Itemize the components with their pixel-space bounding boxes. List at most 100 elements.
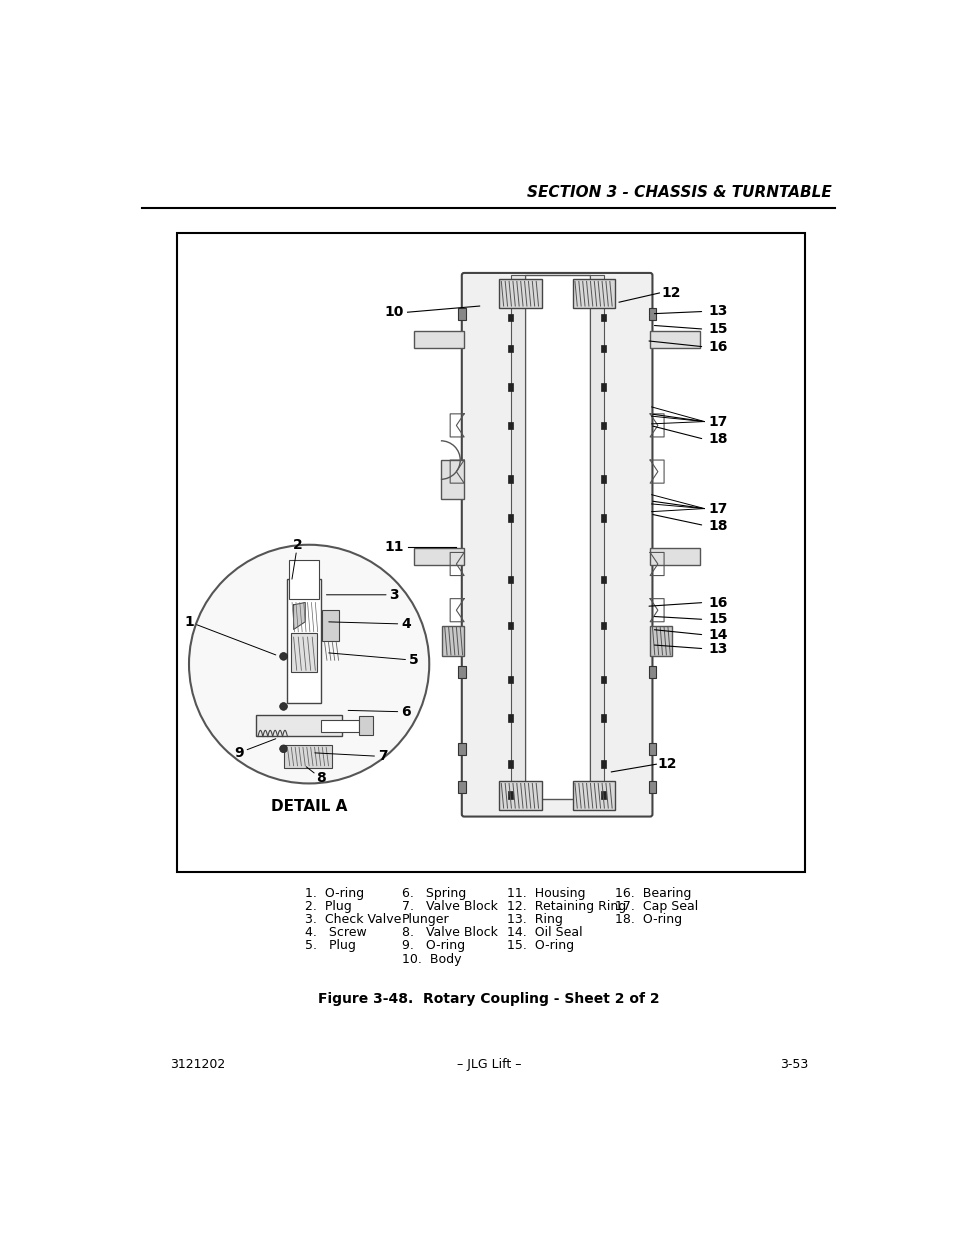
Bar: [283, 745, 332, 768]
Polygon shape: [294, 603, 305, 630]
Text: 17: 17: [707, 415, 727, 429]
Bar: [508, 421, 513, 430]
Text: 12: 12: [658, 757, 677, 771]
Bar: [524, 275, 589, 799]
Text: 18.  O-ring: 18. O-ring: [615, 913, 681, 926]
Text: 6: 6: [401, 705, 411, 719]
Text: 14.  Oil Seal: 14. Oil Seal: [506, 926, 581, 940]
Bar: [508, 792, 513, 799]
Bar: [442, 626, 464, 656]
Bar: [600, 761, 605, 768]
Text: 13.  Ring: 13. Ring: [506, 913, 562, 926]
Text: 16.  Bearing: 16. Bearing: [615, 887, 691, 900]
Bar: [600, 621, 605, 630]
Bar: [457, 742, 465, 755]
Bar: [508, 714, 513, 721]
Bar: [648, 666, 656, 678]
Bar: [510, 275, 524, 799]
Circle shape: [279, 652, 287, 661]
Text: 17: 17: [707, 501, 727, 515]
Text: 6.   Spring: 6. Spring: [402, 887, 466, 900]
Circle shape: [279, 703, 287, 710]
Bar: [289, 561, 319, 599]
Text: 15.  O-ring: 15. O-ring: [506, 940, 574, 952]
Text: 2.  Plug: 2. Plug: [305, 900, 352, 913]
Text: 1: 1: [184, 615, 193, 629]
Bar: [414, 548, 464, 564]
Bar: [359, 716, 373, 735]
Bar: [498, 782, 541, 810]
Bar: [508, 383, 513, 390]
Bar: [508, 576, 513, 583]
Bar: [600, 383, 605, 390]
Text: 13: 13: [707, 305, 727, 319]
Bar: [600, 345, 605, 352]
Bar: [649, 548, 700, 564]
Text: 16: 16: [707, 340, 727, 354]
Text: Figure 3-48.  Rotary Coupling - Sheet 2 of 2: Figure 3-48. Rotary Coupling - Sheet 2 o…: [317, 992, 659, 1007]
Bar: [508, 621, 513, 630]
Bar: [508, 514, 513, 521]
Text: 18: 18: [707, 519, 727, 532]
Text: 8: 8: [315, 771, 325, 785]
Bar: [649, 626, 671, 656]
Bar: [589, 275, 603, 799]
Text: 15: 15: [707, 613, 727, 626]
Text: SECTION 3 - CHASSIS & TURNTABLE: SECTION 3 - CHASSIS & TURNTABLE: [527, 185, 831, 200]
Text: – JLG Lift –: – JLG Lift –: [456, 1058, 520, 1071]
Bar: [648, 782, 656, 793]
Text: 7: 7: [377, 750, 387, 763]
Text: 8.   Valve Block: 8. Valve Block: [402, 926, 497, 940]
Bar: [256, 715, 341, 736]
Bar: [648, 308, 656, 320]
Bar: [508, 345, 513, 352]
Bar: [600, 421, 605, 430]
Text: 11.  Housing: 11. Housing: [506, 887, 584, 900]
Bar: [508, 761, 513, 768]
Text: 2: 2: [293, 537, 302, 552]
Text: 3: 3: [389, 588, 398, 601]
Text: 11: 11: [384, 540, 403, 555]
Bar: [508, 314, 513, 321]
Bar: [320, 720, 359, 732]
Text: 13: 13: [707, 642, 727, 656]
Circle shape: [189, 545, 429, 783]
Bar: [508, 475, 513, 483]
Text: 4: 4: [400, 618, 411, 631]
Bar: [291, 634, 316, 672]
FancyBboxPatch shape: [461, 273, 652, 816]
Text: 3121202: 3121202: [170, 1058, 225, 1071]
Text: 12.  Retaining Ring: 12. Retaining Ring: [506, 900, 625, 913]
Text: 1.  O-ring: 1. O-ring: [305, 887, 364, 900]
Bar: [498, 279, 541, 309]
Bar: [600, 475, 605, 483]
Bar: [600, 314, 605, 321]
Bar: [572, 782, 615, 810]
Bar: [440, 461, 464, 499]
Text: 15: 15: [707, 322, 727, 336]
Text: 9.   O-ring: 9. O-ring: [402, 940, 465, 952]
Bar: [177, 233, 804, 872]
Text: 5: 5: [409, 653, 418, 667]
Text: 14: 14: [707, 627, 727, 642]
Bar: [287, 579, 320, 703]
Bar: [457, 666, 465, 678]
Text: 4.   Screw: 4. Screw: [305, 926, 367, 940]
Text: 9: 9: [234, 746, 244, 760]
Bar: [508, 676, 513, 683]
Circle shape: [279, 745, 287, 752]
Bar: [457, 782, 465, 793]
Text: 5.   Plug: 5. Plug: [305, 940, 355, 952]
Bar: [572, 279, 615, 309]
Text: 3-53: 3-53: [780, 1058, 807, 1071]
Text: 3.  Check Valve: 3. Check Valve: [305, 913, 401, 926]
Bar: [649, 331, 700, 347]
Bar: [600, 714, 605, 721]
Text: 16: 16: [707, 595, 727, 610]
Bar: [600, 792, 605, 799]
Text: 10: 10: [384, 305, 403, 319]
Bar: [414, 331, 464, 347]
Text: Plunger: Plunger: [402, 913, 449, 926]
Text: 18: 18: [707, 432, 727, 446]
Text: 7.   Valve Block: 7. Valve Block: [402, 900, 497, 913]
